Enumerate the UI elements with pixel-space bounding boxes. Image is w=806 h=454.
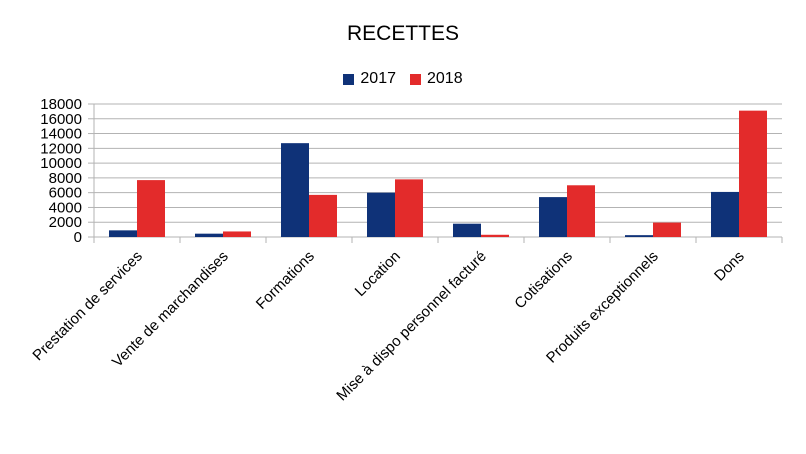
bar-2017-2 xyxy=(281,143,309,237)
bar-2017-7 xyxy=(711,191,739,237)
legend-swatch-2017 xyxy=(343,73,355,85)
bar-2018-0 xyxy=(137,180,165,237)
legend-swatch-2018 xyxy=(410,73,421,85)
bar-2017-5 xyxy=(539,197,567,237)
legend-item-2018: 2018 xyxy=(410,70,463,88)
x-category-label: Formations xyxy=(253,248,318,313)
x-category-label: Location xyxy=(352,248,404,300)
chart-title: RECETTES xyxy=(346,22,459,45)
x-category-label: Mise à dispo personnel facturé xyxy=(333,248,489,404)
bar-2018-3 xyxy=(395,179,423,237)
bar-2018-6 xyxy=(653,222,681,237)
bar-2017-0 xyxy=(109,230,137,237)
x-category-label: Dons xyxy=(711,248,748,285)
x-category-label: Cotisations xyxy=(511,248,575,312)
legend-label-2017: 2017 xyxy=(360,70,396,87)
bar-2018-7 xyxy=(739,110,767,237)
bar-2017-3 xyxy=(367,192,395,237)
bar-2017-1 xyxy=(195,233,223,237)
legend-label-2018: 2018 xyxy=(427,70,463,87)
bar-2018-4 xyxy=(481,234,509,237)
bar-2018-2 xyxy=(309,194,337,237)
bar-2018-5 xyxy=(567,185,595,237)
bar-2017-4 xyxy=(453,223,481,237)
y-tick-label: 4000 xyxy=(49,199,82,216)
y-tick-label: 0 xyxy=(74,229,82,246)
y-tick-label: 18000 xyxy=(40,96,82,113)
y-tick-label: 16000 xyxy=(40,111,82,128)
legend: 2017 2018 xyxy=(0,70,806,88)
y-tick-label: 8000 xyxy=(49,170,82,187)
bar-2017-6 xyxy=(625,235,653,237)
legend-item-2017: 2017 xyxy=(343,70,396,88)
bar-2018-1 xyxy=(223,231,251,237)
y-tick-label: 6000 xyxy=(49,185,82,202)
y-tick-label: 14000 xyxy=(40,126,82,143)
y-tick-label: 2000 xyxy=(49,214,82,231)
y-tick-label: 10000 xyxy=(40,155,82,172)
y-tick-label: 12000 xyxy=(40,140,82,157)
